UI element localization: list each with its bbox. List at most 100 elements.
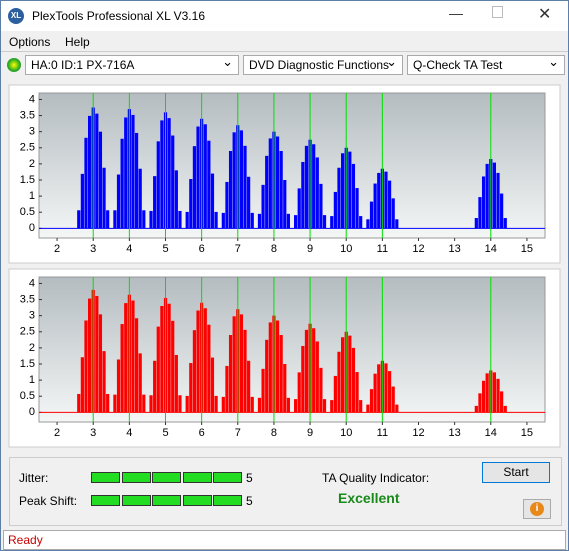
button-label: Start — [503, 465, 529, 479]
bar — [106, 210, 110, 229]
app-icon: XL — [8, 8, 24, 24]
menu-help[interactable]: Help — [65, 35, 90, 49]
y-tick-label: 4 — [29, 93, 35, 105]
drive-select[interactable]: HA:0 ID:1 PX-716A — [25, 54, 239, 75]
bar — [225, 365, 229, 413]
bar — [142, 394, 146, 413]
bar — [275, 136, 280, 229]
menu-options[interactable]: Options — [9, 35, 50, 49]
bar — [228, 151, 233, 229]
close-button[interactable]: ✕ — [538, 6, 552, 23]
y-tick-label: 1.5 — [20, 174, 35, 186]
bar — [174, 354, 178, 413]
start-button[interactable]: Start — [482, 462, 550, 483]
meter-segment — [91, 472, 120, 483]
jitter-value: 5 — [246, 471, 253, 485]
results-panel — [9, 457, 562, 526]
bar — [120, 138, 124, 229]
bar — [88, 298, 92, 413]
bar — [265, 339, 269, 413]
bar — [319, 367, 323, 413]
x-tick-label: 12 — [412, 243, 424, 255]
y-tick-label: 2.5 — [20, 326, 35, 338]
y-tick-label: 3 — [29, 310, 35, 322]
bar — [286, 397, 290, 413]
x-tick-label: 6 — [199, 243, 205, 255]
bar — [171, 320, 175, 413]
x-tick-label: 4 — [126, 427, 132, 439]
meter-segment — [152, 472, 181, 483]
bar — [481, 380, 486, 413]
x-tick-label: 9 — [307, 243, 313, 255]
bar — [297, 188, 301, 229]
x-tick-label: 7 — [235, 427, 241, 439]
maximize-button[interactable] — [492, 6, 503, 18]
x-tick-label: 11 — [377, 427, 388, 439]
bar — [322, 399, 327, 413]
bar — [330, 400, 334, 413]
bar — [286, 213, 290, 229]
bar — [384, 363, 388, 413]
function-select[interactable]: DVD Diagnostic Functions — [243, 54, 403, 75]
bar — [80, 357, 84, 413]
bar — [243, 329, 247, 413]
x-tick-label: 3 — [90, 243, 96, 255]
x-tick-label: 7 — [235, 243, 241, 255]
bar — [315, 157, 319, 229]
bar — [312, 328, 316, 413]
bar — [77, 393, 81, 413]
combo-text: HA:0 ID:1 PX-716A — [31, 58, 135, 72]
bar — [95, 113, 99, 229]
bar — [138, 353, 142, 413]
bar — [492, 162, 496, 229]
bar — [485, 373, 489, 413]
bar — [294, 215, 298, 229]
bar — [77, 210, 81, 229]
bar — [167, 118, 171, 229]
meter-segment — [182, 472, 212, 483]
bar — [185, 395, 189, 413]
y-tick-label: 1 — [29, 374, 35, 386]
bar — [167, 303, 171, 413]
bar — [373, 183, 377, 229]
peak-shift-label: Peak Shift: — [19, 494, 78, 508]
info-button[interactable]: i — [523, 499, 551, 519]
bar — [185, 211, 189, 229]
bar — [268, 138, 272, 229]
bar — [301, 161, 305, 229]
bar — [171, 135, 175, 229]
bar — [239, 314, 243, 413]
bar — [500, 193, 504, 229]
bar — [102, 351, 106, 413]
x-tick-label: 4 — [126, 243, 132, 255]
bar — [160, 306, 164, 413]
bar — [268, 322, 272, 413]
x-tick-label: 14 — [485, 243, 497, 255]
bar — [80, 173, 84, 229]
x-tick-label: 2 — [54, 243, 60, 255]
x-tick-label: 13 — [449, 427, 461, 439]
bar — [478, 197, 482, 229]
bar — [221, 396, 225, 413]
bar — [301, 345, 305, 413]
y-tick-label: 1 — [29, 190, 35, 202]
bar — [294, 399, 298, 413]
minimize-button[interactable]: — — [449, 5, 463, 21]
bar — [98, 131, 103, 229]
bar — [366, 219, 370, 229]
bar — [492, 372, 496, 413]
bar — [279, 335, 283, 413]
menu-label: Options — [9, 35, 51, 49]
test-select[interactable]: Q-Check TA Test — [407, 54, 565, 75]
bar — [250, 212, 254, 229]
x-tick-label: 11 — [377, 243, 388, 255]
bar — [359, 216, 363, 229]
meter-segment — [121, 472, 151, 483]
bar — [478, 393, 482, 413]
x-tick-label: 15 — [521, 243, 533, 255]
bar — [503, 218, 507, 229]
bar — [333, 191, 337, 229]
x-tick-label: 10 — [340, 243, 352, 255]
combo-text: Q-Check TA Test — [413, 58, 503, 72]
